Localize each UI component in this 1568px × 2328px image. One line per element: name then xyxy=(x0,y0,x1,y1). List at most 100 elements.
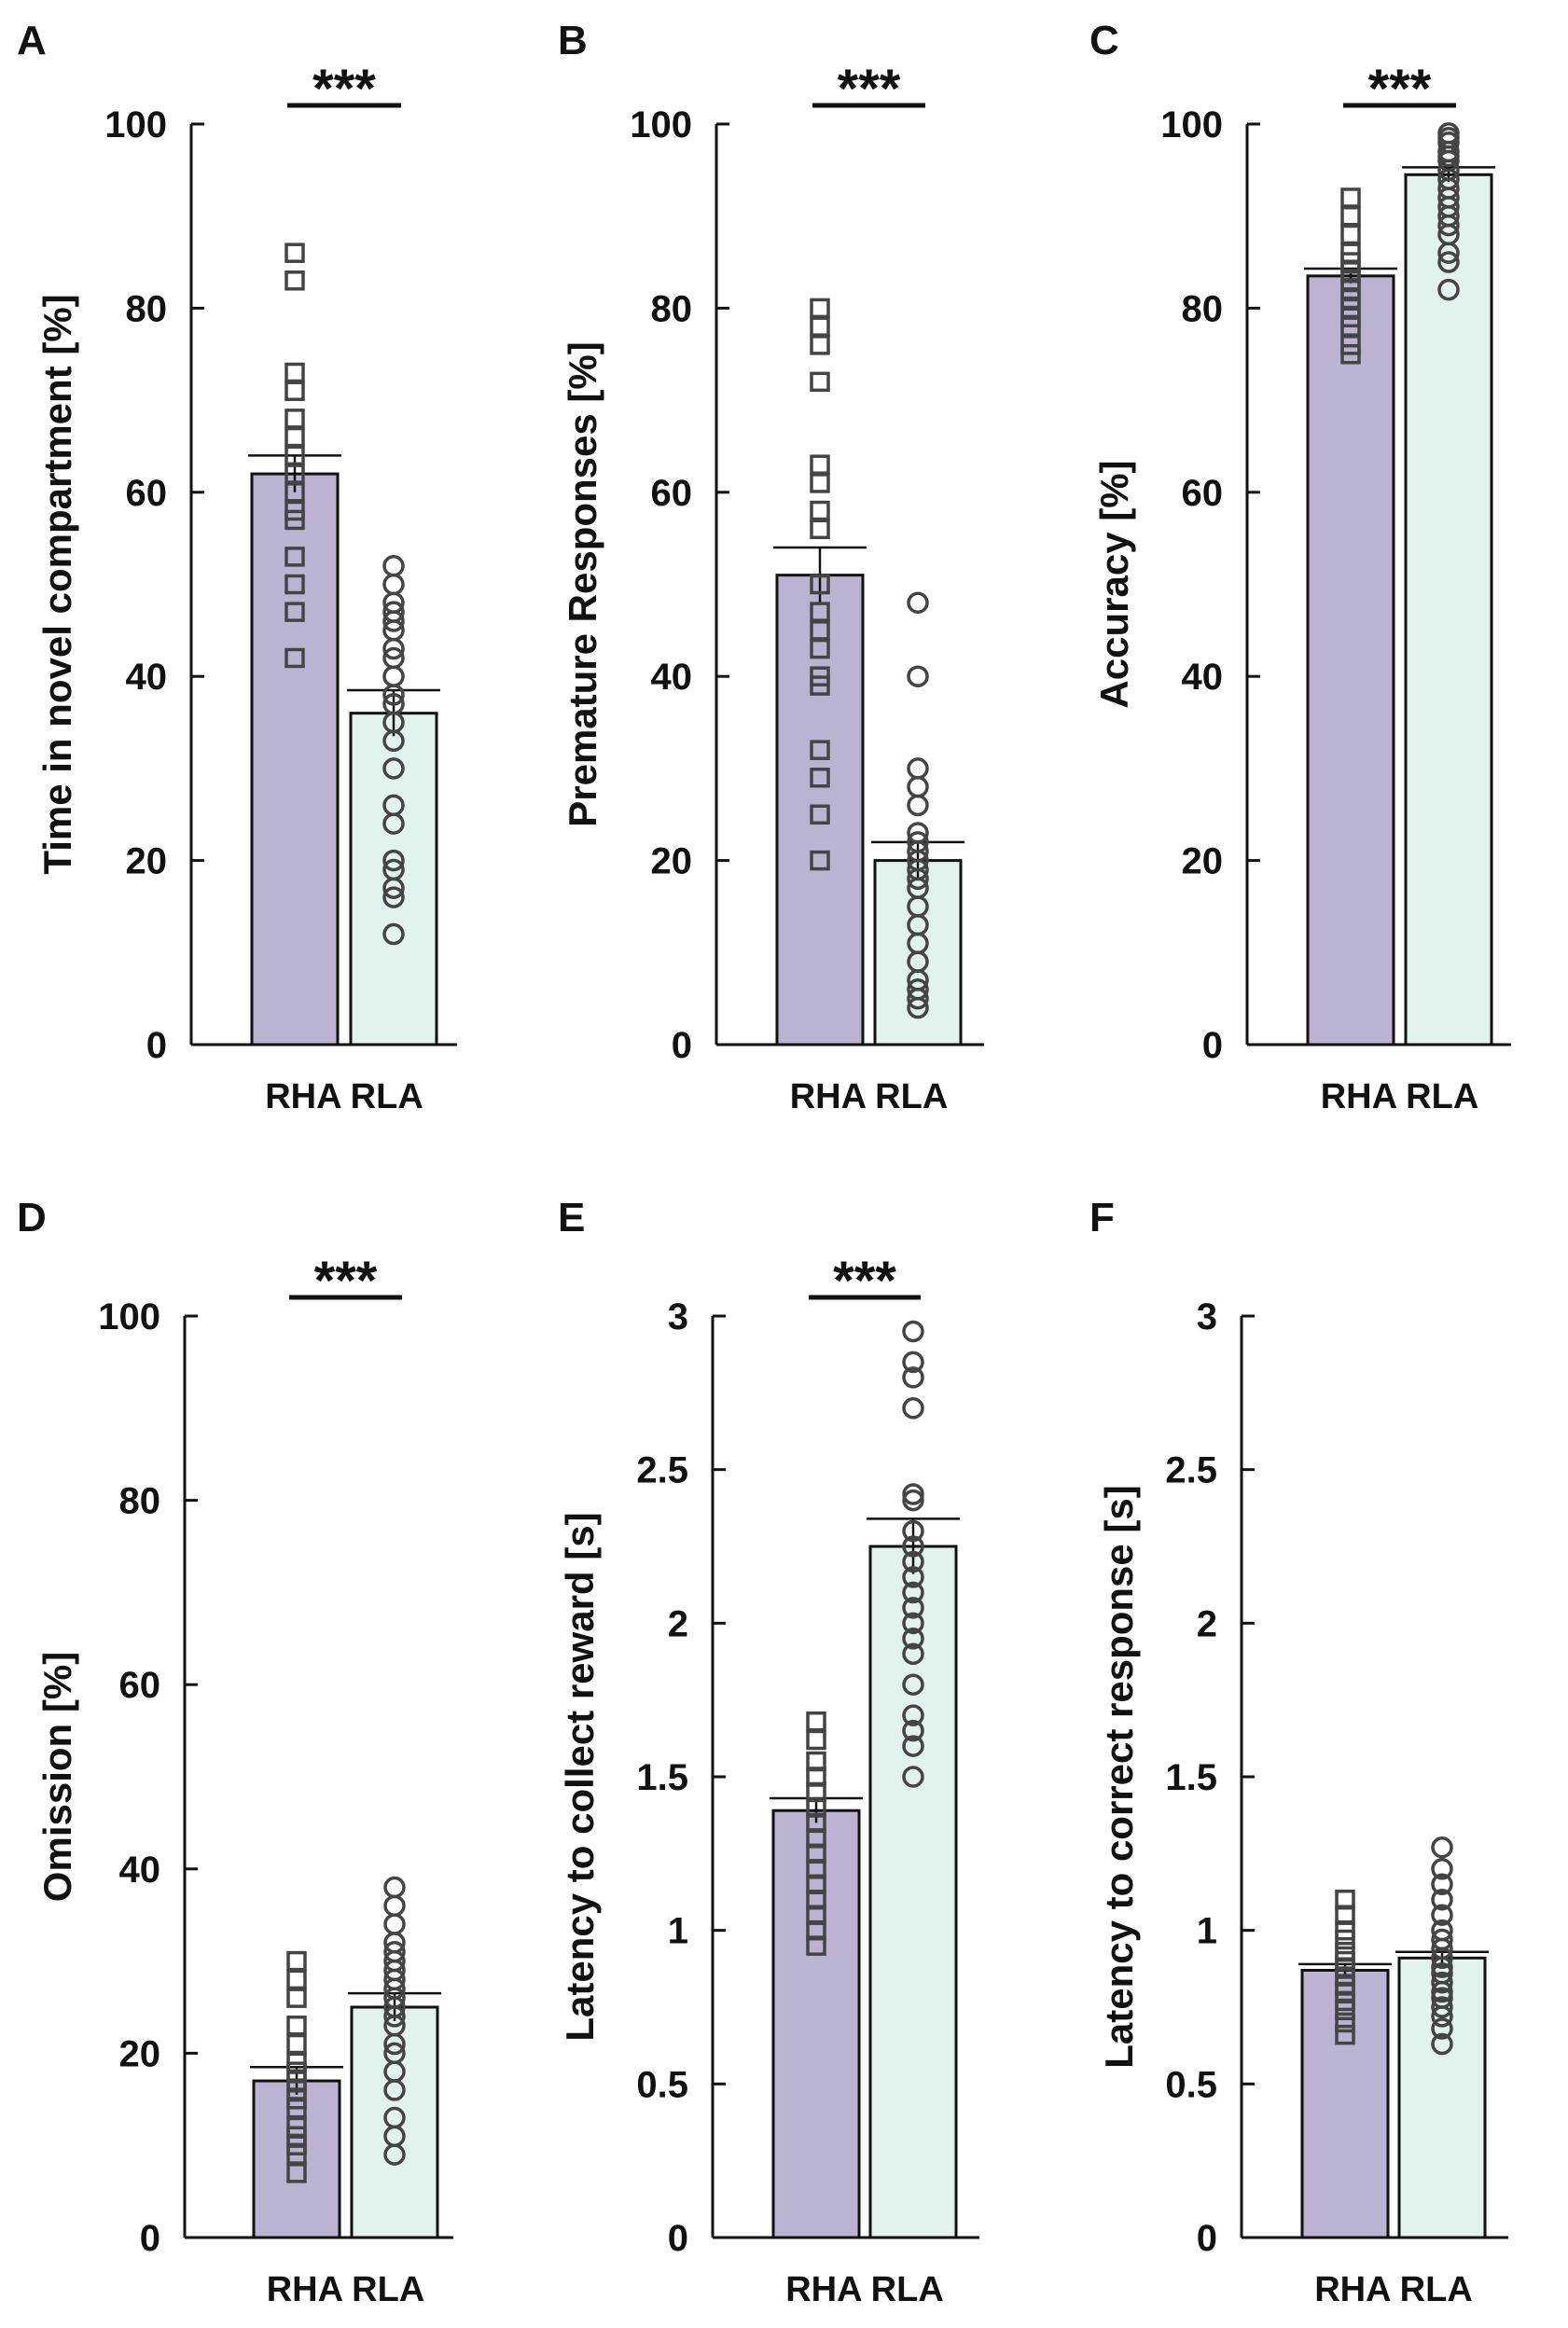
x-axis-label: RHA RLA xyxy=(1321,1077,1479,1116)
data-point xyxy=(286,2033,307,2055)
data-point xyxy=(1431,1904,1453,1926)
y-axis-label: Accuracy [%] xyxy=(1092,460,1136,708)
y-tick-label: 0 xyxy=(1197,2218,1217,2259)
significance-stars: *** xyxy=(312,59,376,119)
data-point xyxy=(284,574,305,595)
data-point xyxy=(382,610,405,632)
data-point xyxy=(902,1642,924,1666)
data-point xyxy=(810,850,830,871)
panel-c: C 0 20 40 60 80 100 Accuracy [%] RHA RLA *** xyxy=(1089,18,1511,1116)
y-tick-label: 40 xyxy=(119,1850,161,1891)
y-tick-label: 80 xyxy=(119,1481,161,1522)
y-tick-label: 60 xyxy=(126,473,168,514)
data-point xyxy=(286,2098,307,2119)
y-tick-label: 0 xyxy=(668,2218,688,2259)
bar-rha xyxy=(775,574,865,1046)
data-point xyxy=(1431,1947,1453,1970)
significance-stars: *** xyxy=(838,59,901,119)
data-point xyxy=(907,775,929,798)
data-point xyxy=(1437,251,1460,273)
bar-rha xyxy=(250,472,340,1046)
y-tick-label: 60 xyxy=(119,1665,161,1706)
data-point xyxy=(810,740,830,760)
data-point xyxy=(382,922,405,946)
data-point xyxy=(902,1612,924,1635)
panel-e: E 0 0.5 1 1.5 2 2.5 3 Latency to collect reward … xyxy=(558,1195,979,2309)
data-point xyxy=(284,381,305,401)
data-point xyxy=(902,1351,924,1374)
data-point xyxy=(810,473,830,493)
data-point xyxy=(902,1704,924,1726)
data-point xyxy=(902,1366,924,1389)
significance-stars: *** xyxy=(833,1251,896,1311)
data-point xyxy=(810,371,830,393)
data-point xyxy=(382,877,405,899)
data-point xyxy=(1431,1858,1453,1880)
y-tick-label: 0 xyxy=(1202,1025,1223,1066)
bar-rla xyxy=(1397,1956,1487,2239)
data-point xyxy=(286,1988,307,2008)
data-point xyxy=(810,804,830,824)
data-point xyxy=(902,1581,924,1604)
y-axis-label: Time in novel compartment [%] xyxy=(35,294,79,874)
y-tick-label: 20 xyxy=(126,841,168,882)
panel-a: A 0 20 40 60 80 100 Time in novel compartment [… xyxy=(17,18,457,1116)
data-point xyxy=(382,684,405,706)
data-point xyxy=(907,665,929,687)
data-point xyxy=(810,298,830,319)
data-point xyxy=(806,1711,826,1732)
data-point xyxy=(1431,1956,1453,1978)
data-point xyxy=(286,2016,307,2036)
y-tick-label: 1.5 xyxy=(1165,1757,1217,1798)
y-tick-label: 60 xyxy=(1182,473,1224,514)
y-tick-label: 100 xyxy=(104,104,167,146)
data-point xyxy=(1431,2032,1453,2056)
data-point xyxy=(286,1969,307,1990)
data-point xyxy=(382,849,405,872)
data-point xyxy=(286,1950,307,1972)
data-point xyxy=(284,426,305,448)
data-point xyxy=(907,591,929,614)
data-point xyxy=(902,1673,924,1696)
data-point xyxy=(907,867,929,891)
y-tick-label: 80 xyxy=(126,288,168,329)
data-point xyxy=(383,1894,406,1918)
data-point xyxy=(907,996,929,1019)
data-point xyxy=(1431,1888,1453,1911)
data-point xyxy=(382,665,405,687)
y-tick-label: 100 xyxy=(630,104,692,146)
data-point xyxy=(902,1489,924,1512)
data-point xyxy=(1335,2012,1355,2033)
x-axis-label: RHA RLA xyxy=(1314,2270,1473,2309)
data-point xyxy=(1437,278,1460,301)
y-tick-label: 40 xyxy=(651,657,693,698)
data-point xyxy=(382,812,405,835)
data-point xyxy=(806,1729,826,1751)
data-point xyxy=(902,1519,924,1543)
x-axis-label: RHA RLA xyxy=(265,1077,423,1116)
y-axis-label: Latency to collect reward [s] xyxy=(558,1512,602,2041)
bar-rla xyxy=(350,2005,439,2239)
bar-rha xyxy=(771,1808,861,2239)
data-point xyxy=(1340,224,1361,245)
data-point xyxy=(286,2163,307,2183)
data-point xyxy=(284,602,305,622)
data-point xyxy=(810,500,830,521)
y-tick-label: 0 xyxy=(146,1025,167,1066)
data-point xyxy=(902,1550,924,1573)
y-axis-label: Latency to correct response [s] xyxy=(1097,1485,1141,2069)
bar-rha xyxy=(252,2079,341,2239)
x-axis-label: RHA RLA xyxy=(790,1077,949,1116)
y-tick-label: 20 xyxy=(651,841,693,882)
y-tick-label: 40 xyxy=(126,657,168,698)
data-point xyxy=(284,242,305,263)
y-tick-label: 60 xyxy=(651,473,693,514)
significance-stars: *** xyxy=(314,1251,378,1311)
x-axis-label: RHA RLA xyxy=(785,2270,944,2309)
data-point xyxy=(284,270,305,291)
data-point xyxy=(1431,2005,1453,2028)
data-point xyxy=(810,675,830,696)
data-point xyxy=(1431,2017,1453,2040)
data-point xyxy=(810,638,830,659)
data-point xyxy=(383,1876,406,1899)
